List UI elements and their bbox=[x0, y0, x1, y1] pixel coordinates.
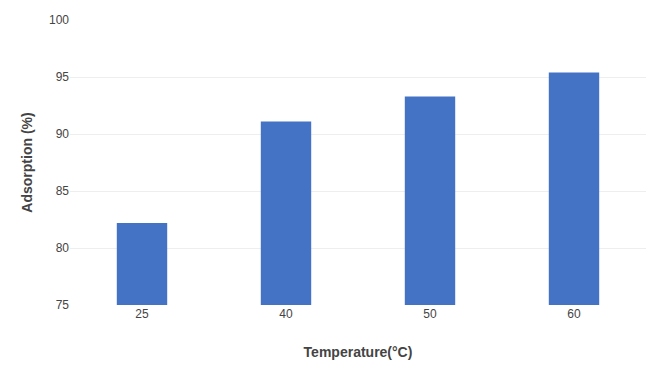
svg-text:Temperature(°C): Temperature(°C) bbox=[304, 344, 413, 360]
svg-text:25: 25 bbox=[135, 307, 149, 321]
svg-text:60: 60 bbox=[567, 307, 581, 321]
svg-text:40: 40 bbox=[279, 307, 293, 321]
svg-text:80: 80 bbox=[56, 241, 70, 255]
svg-text:90: 90 bbox=[56, 127, 70, 141]
svg-text:95: 95 bbox=[56, 70, 70, 84]
svg-text:Adsorption (%): Adsorption (%) bbox=[19, 112, 35, 212]
svg-text:50: 50 bbox=[423, 307, 437, 321]
svg-text:100: 100 bbox=[49, 13, 69, 27]
svg-text:75: 75 bbox=[56, 298, 70, 312]
svg-text:85: 85 bbox=[56, 184, 70, 198]
